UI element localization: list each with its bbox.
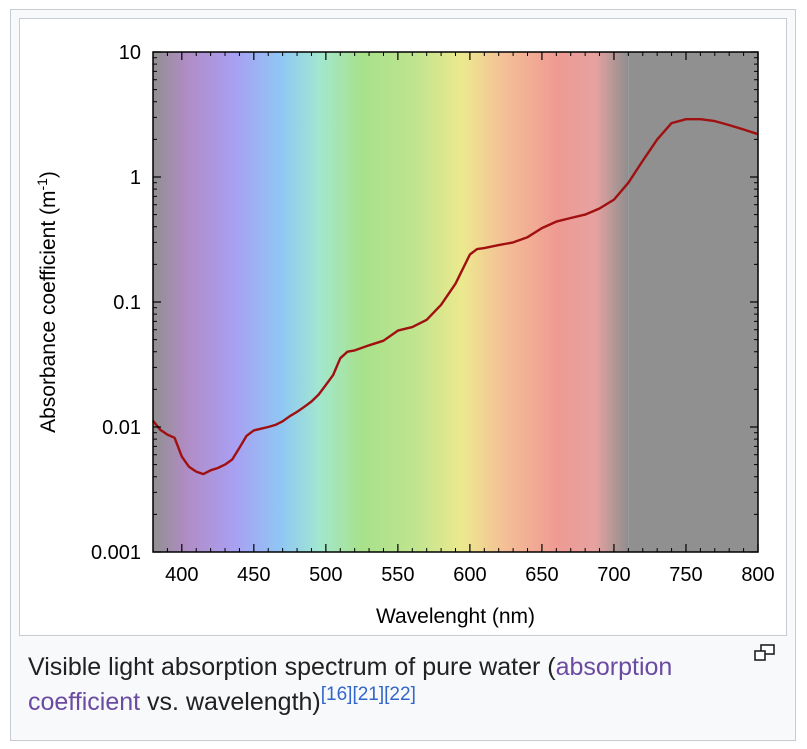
x-tick-label: 750: [669, 564, 702, 586]
infrared-band: [628, 52, 758, 552]
figure-caption: Visible light absorption spectrum of pur…: [28, 650, 768, 720]
reference-16-link[interactable]: [16]: [320, 684, 353, 705]
x-tick-label: 500: [309, 564, 342, 586]
x-axis-label: Wavelenght (nm): [376, 605, 535, 628]
y-axis-label: Absorbance coefficient (m-1): [34, 171, 60, 433]
x-tick-label: 650: [525, 564, 558, 586]
absorption-coefficient-link[interactable]: absorption coefficient: [28, 653, 673, 716]
x-tick-label: 400: [165, 564, 198, 586]
caption-text: Visible light absorption spectrum of pur…: [28, 653, 556, 681]
plot-frame: [152, 51, 759, 553]
absorption-series-line: [152, 118, 759, 476]
absorption-chart: 400 450 500 550 600 650 700 750 800 0.001 0.01 0.1 1…: [34, 42, 775, 628]
x-tick-label: 600: [453, 564, 486, 586]
reference-22-link[interactable]: [22]: [384, 684, 416, 705]
x-tick-label: 800: [741, 564, 774, 586]
chart-image-frame[interactable]: 400 450 500 550 600 650 700 750 800 0.001 0.01 0.1 1…: [19, 18, 787, 636]
y-tick-label: 0.001: [91, 542, 141, 564]
magnify-clip-icon[interactable]: [754, 644, 776, 662]
y-tick-label: 0.1: [113, 292, 141, 314]
reference-21-link[interactable]: [21]: [352, 684, 385, 705]
visible-spectrum-band: [153, 52, 629, 552]
y-tick-label: 0.01: [102, 417, 141, 439]
y-tick-label: 10: [119, 42, 141, 64]
y-tick-label: 1: [130, 167, 141, 189]
x-tick-label: 450: [237, 564, 270, 586]
x-tick-label: 700: [597, 564, 630, 586]
x-tick-label: 550: [381, 564, 414, 586]
caption-text-end: vs. wavelength): [140, 688, 321, 716]
figure-thumbnail: 400 450 500 550 600 650 700 750 800 0.001 0.01 0.1 1…: [10, 9, 796, 741]
